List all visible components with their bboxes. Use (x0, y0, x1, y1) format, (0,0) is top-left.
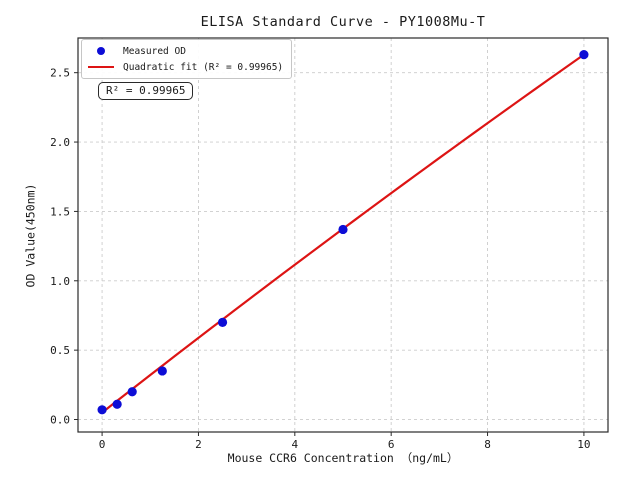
y-tick-label: 1.5 (50, 205, 70, 218)
data-point (157, 366, 167, 376)
legend-item-measured-od: Measured OD (88, 44, 283, 58)
y-axis-label: OD Value(450nm) (23, 183, 38, 288)
legend: Measured OD Quadratic fit (R² = 0.99965) (81, 39, 293, 79)
y-tick-label: 0.5 (50, 344, 70, 357)
x-tick-label: 10 (577, 438, 590, 451)
data-point (127, 387, 137, 397)
data-point (112, 399, 122, 409)
scatter-marker-icon (97, 47, 105, 55)
data-point (338, 224, 348, 235)
legend-label-quadratic-fit: Quadratic fit (R² = 0.99965) (123, 61, 284, 73)
line-marker-icon (88, 65, 114, 69)
y-tick-label: 2.0 (50, 136, 70, 149)
y-tick-label: 0.0 (50, 414, 70, 427)
x-tick-label: 2 (195, 438, 202, 451)
data-point (217, 317, 228, 328)
x-tick-label: 8 (484, 438, 491, 451)
data-point (97, 405, 107, 415)
x-axis-label: Mouse CCR6 Concentration （ng/mL） (227, 451, 459, 465)
plot-frame (77, 37, 609, 433)
x-tick-label: 4 (292, 438, 299, 451)
legend-handle (88, 65, 114, 69)
legend-label-measured-od: Measured OD (123, 45, 186, 57)
y-tick-label: 1.0 (50, 275, 70, 288)
data-point (579, 50, 589, 60)
chart-title: ELISA Standard Curve - PY1008Mu-T (200, 14, 486, 30)
y-tick-label: 2.5 (50, 67, 70, 80)
legend-item-quadratic-fit: Quadratic fit (R² = 0.99965) (88, 60, 283, 74)
r-squared-annotation: R² = 0.99965 (98, 82, 194, 100)
x-tick-label: 0 (99, 438, 106, 451)
x-tick-label: 6 (388, 438, 395, 451)
legend-handle (88, 47, 114, 55)
